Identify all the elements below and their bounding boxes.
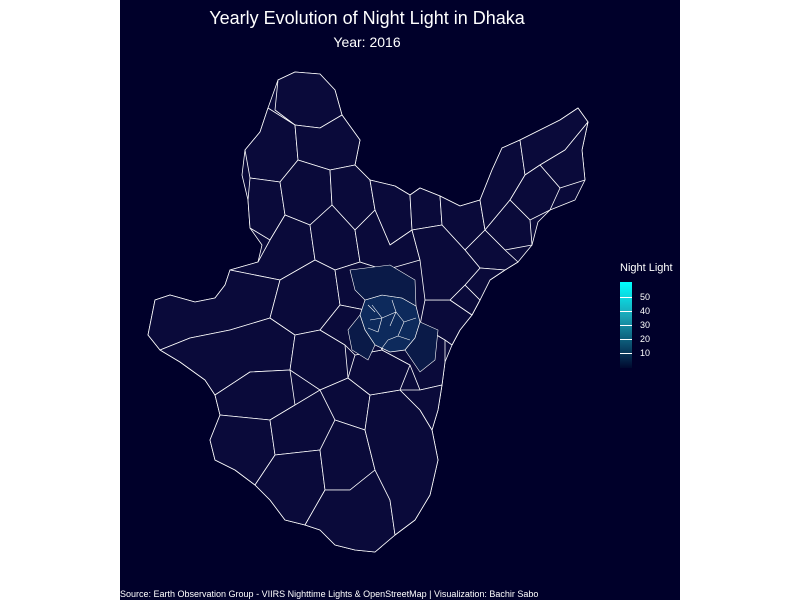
legend-title: Night Light: [620, 262, 673, 274]
legend-tick: [620, 297, 632, 298]
dhaka-division-map: [147, 71, 589, 553]
legend-tick: [620, 311, 632, 312]
legend: Night Light 50 40 30 20 10: [618, 262, 680, 372]
source-caption: Source: Earth Observation Group - VIIRS …: [120, 589, 539, 599]
legend-tick-label: 50: [640, 292, 651, 302]
legend-tick: [620, 353, 632, 354]
legend-tick-label: 30: [640, 320, 651, 330]
map-title: Yearly Evolution of Night Light in Dhaka: [209, 8, 525, 28]
legend-tick-label: 20: [640, 334, 651, 344]
map-panel: Yearly Evolution of Night Light in Dhaka…: [120, 0, 680, 600]
legend-tick: [620, 325, 632, 326]
legend-tick: [620, 339, 632, 340]
legend-tick-label: 10: [640, 348, 651, 358]
map-subtitle: Year: 2016: [333, 34, 401, 50]
legend-tick-label: 40: [640, 306, 651, 316]
